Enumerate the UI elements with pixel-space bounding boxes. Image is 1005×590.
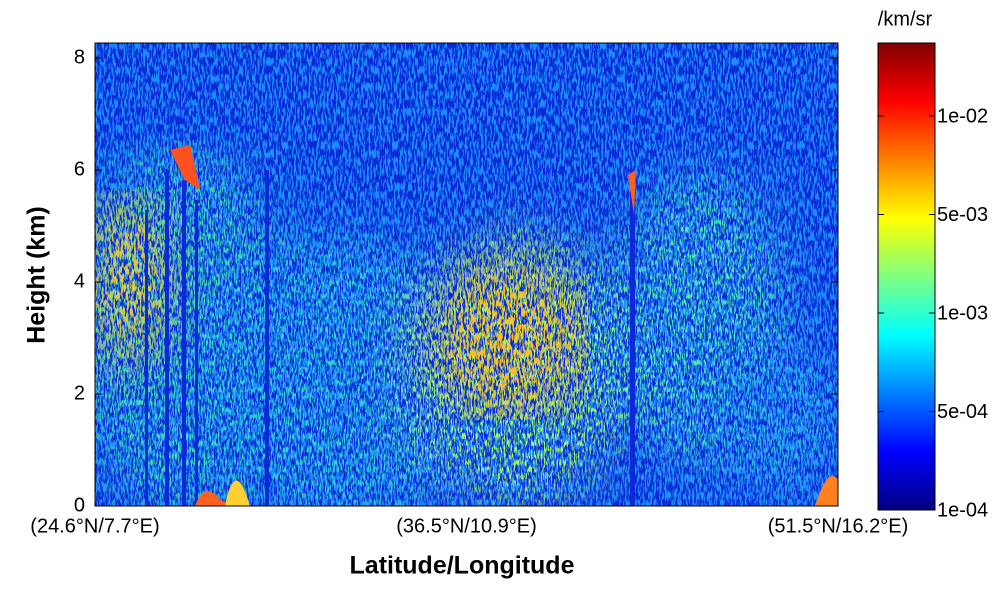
page: {"chart_data": { "type": "heatmap", "x_l… (0, 0, 1005, 590)
colorbar-tick-label: 5e-04 (937, 401, 988, 423)
colorbar-tick-label: 5e-03 (937, 204, 988, 226)
colorbar-tick-label: 1e-04 (937, 499, 988, 521)
chart: /km/sr Latitude/Longitude Height (km) 0 2… (0, 0, 1005, 590)
y-tick-label: 6 (74, 158, 85, 180)
y-tick-label: 2 (74, 382, 85, 404)
heatmap (70, 43, 850, 530)
y-tick-label: 4 (74, 270, 85, 292)
x-tick-label: (36.5°N/10.9°E) (396, 515, 537, 537)
x-axis-title: Latitude/Longitude (350, 552, 575, 580)
colorbar-tick-label: 1e-02 (937, 105, 988, 127)
colorbar (878, 43, 935, 510)
y-tick-label: 8 (74, 46, 85, 68)
y-tick-label: 0 (74, 494, 85, 516)
colorbar-title: /km/sr (878, 8, 933, 30)
colorbar-tick-label: 1e-03 (937, 302, 988, 324)
x-tick-label: (51.5°N/16.2°E) (768, 515, 909, 537)
y-axis-title: Height (km) (23, 206, 51, 344)
x-tick-label: (24.6°N/7.7°E) (30, 515, 159, 537)
